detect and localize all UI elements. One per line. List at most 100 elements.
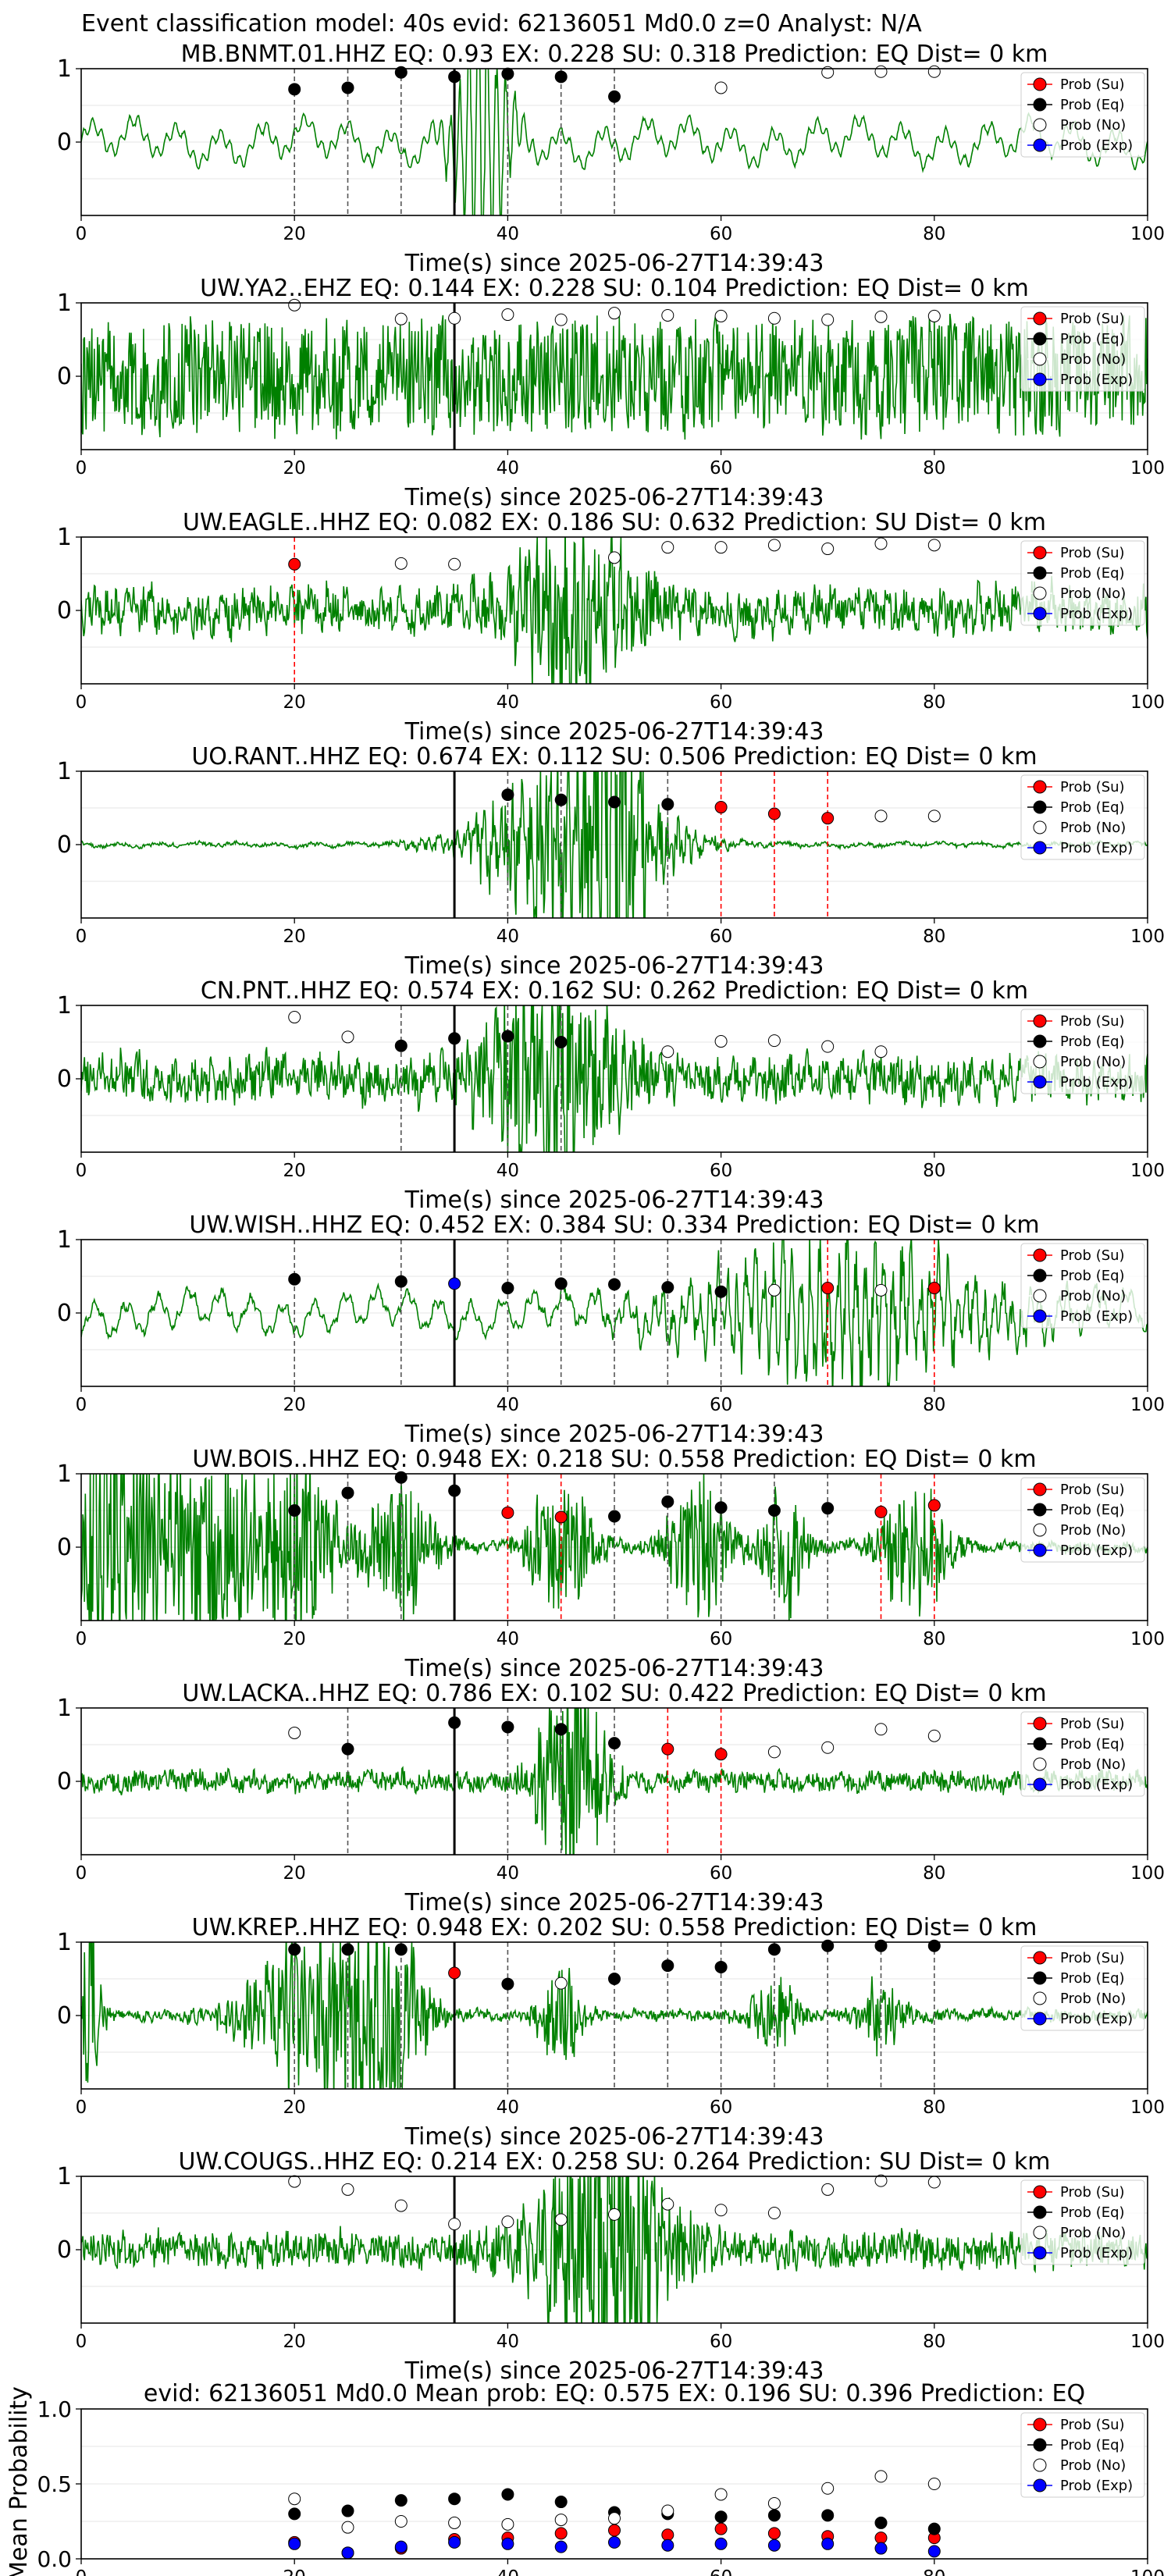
x-tick-label: 100 — [1130, 2567, 1165, 2576]
x-tick-label: 60 — [710, 692, 732, 713]
prob-marker-exp — [448, 1277, 461, 1290]
prob-marker-no — [767, 1283, 781, 1297]
prob-marker-no — [288, 1011, 301, 1024]
y-tick-label: 0 — [57, 1066, 72, 1093]
prob-marker-no — [448, 2218, 461, 2231]
x-tick-label: 80 — [923, 1629, 945, 1649]
x-tick-label: 100 — [1130, 2097, 1165, 2118]
x-tick-label: 20 — [283, 1629, 306, 1649]
prob-marker-no — [714, 541, 728, 554]
prob-marker-eq — [714, 1501, 728, 1514]
prob-marker-eq — [501, 1282, 514, 1295]
legend-box — [1020, 1477, 1145, 1563]
prob-marker-eq — [821, 1502, 835, 1515]
prob-marker-no — [448, 557, 461, 571]
waveform-panel: UW.COUGS..HHZ EQ: 0.214 EX: 0.258 SU: 0.… — [57, 2148, 1165, 2385]
y-tick-label: 0.0 — [37, 2546, 72, 2572]
legend-marker-no — [1033, 2226, 1047, 2240]
x-tick-label: 100 — [1130, 2332, 1165, 2352]
x-tick-label: 60 — [710, 1629, 732, 1649]
prob-marker-eq — [501, 1977, 514, 1991]
legend-marker-eq — [1033, 2438, 1047, 2452]
panel-title: UW.EAGLE..HHZ EQ: 0.082 EX: 0.186 SU: 0.… — [183, 509, 1046, 536]
legend-label-no: Prob (No) — [1060, 1288, 1126, 1304]
x-tick-label: 80 — [923, 2567, 945, 2576]
legend-label-eq: Prob (Eq) — [1060, 1034, 1125, 1050]
prob-marker-eq — [341, 81, 354, 94]
prob-marker-su — [821, 812, 835, 825]
x-tick-label: 60 — [710, 2332, 732, 2352]
x-tick-label: 60 — [710, 458, 732, 479]
legend-label-eq: Prob (Eq) — [1060, 799, 1125, 816]
x-tick-label: 100 — [1130, 927, 1165, 947]
mean-prob-marker-no — [448, 2516, 461, 2529]
legend-label-su: Prob (Su) — [1060, 1482, 1125, 1498]
x-tick-label: 60 — [710, 2097, 732, 2118]
x-axis-label: Time(s) since 2025-06-27T14:39:43 — [404, 250, 824, 277]
legend-label-su: Prob (Su) — [1060, 2417, 1125, 2433]
legend-label-exp: Prob (Exp) — [1060, 1074, 1133, 1091]
legend-label-exp: Prob (Exp) — [1060, 2245, 1133, 2261]
waveform-panel: UW.YA2..EHZ EQ: 0.144 EX: 0.228 SU: 0.10… — [57, 275, 1165, 511]
legend-label-eq: Prob (Eq) — [1060, 331, 1125, 347]
prob-marker-eq — [341, 1486, 354, 1500]
x-tick-label: 0 — [76, 1161, 87, 1181]
mean-prob-marker-exp — [501, 2537, 514, 2550]
x-tick-label: 60 — [710, 224, 732, 244]
x-tick-label: 80 — [923, 1863, 945, 1884]
panels-container: MB.BNMT.01.HHZ EQ: 0.93 EX: 0.228 SU: 0.… — [5, 41, 1165, 2576]
mean-prob-marker-exp — [927, 2545, 941, 2558]
mean-prob-marker-exp — [821, 2537, 835, 2550]
legend-marker-no — [1033, 1523, 1047, 1537]
legend-marker-exp — [1033, 138, 1047, 152]
prob-marker-no — [821, 1741, 835, 1754]
y-tick-label: 0 — [57, 2002, 72, 2030]
legend-marker-eq — [1033, 1737, 1047, 1751]
prob-marker-no — [288, 2175, 301, 2188]
prob-marker-no — [767, 2207, 781, 2219]
x-tick-label: 0 — [76, 1863, 87, 1884]
legend-label-eq: Prob (Eq) — [1060, 97, 1125, 113]
mean-prob-marker-exp — [554, 2540, 568, 2553]
x-tick-label: 0 — [76, 458, 87, 479]
panel-title: MB.BNMT.01.HHZ EQ: 0.93 EX: 0.228 SU: 0.… — [181, 41, 1048, 68]
legend-box — [1020, 540, 1145, 626]
mean-prob-marker-eq — [874, 2516, 888, 2529]
y-tick-label: 1 — [57, 290, 72, 317]
legend-label-no: Prob (No) — [1060, 2225, 1126, 2241]
mean-prob-marker-no — [821, 2482, 835, 2495]
prob-marker-no — [767, 311, 781, 325]
legend-label-no: Prob (No) — [1060, 1991, 1126, 2007]
waveform-panel: UW.WISH..HHZ EQ: 0.452 EX: 0.384 SU: 0.3… — [57, 1212, 1165, 1448]
y-tick-label: 1 — [57, 758, 72, 785]
x-tick-label: 20 — [283, 1863, 306, 1884]
mean-prob-marker-eq — [448, 2492, 461, 2506]
prob-marker-eq — [767, 1943, 781, 1956]
x-tick-label: 40 — [497, 2097, 519, 2118]
prob-marker-eq — [288, 1504, 301, 1517]
mean-prob-marker-su — [661, 2528, 674, 2542]
x-tick-label: 60 — [710, 2567, 732, 2576]
prob-marker-eq — [608, 1278, 621, 1291]
panel-title: UW.KREP..HHZ EQ: 0.948 EX: 0.202 SU: 0.5… — [192, 1914, 1038, 1941]
x-axis-label: Time(s) since 2025-06-27T14:39:43 — [404, 2123, 824, 2151]
prob-marker-eq — [448, 70, 461, 84]
mean-prob-marker-exp — [448, 2535, 461, 2549]
x-tick-label: 20 — [283, 2567, 306, 2576]
legend-label-su: Prob (Su) — [1060, 1247, 1125, 1264]
legend-marker-eq — [1033, 2205, 1047, 2219]
y-tick-label: 1 — [57, 1226, 72, 1254]
prob-marker-no — [448, 311, 461, 325]
legend-box — [1020, 2412, 1145, 2498]
prob-marker-eq — [501, 1030, 514, 1043]
legend-marker-su — [1033, 77, 1047, 91]
legend-label-exp: Prob (Exp) — [1060, 372, 1133, 388]
y-tick-label: 0 — [57, 1768, 72, 1795]
legend-label-eq: Prob (Eq) — [1060, 1502, 1125, 1518]
legend-marker-eq — [1033, 1268, 1047, 1283]
waveform-panel: CN.PNT..HHZ EQ: 0.574 EX: 0.162 SU: 0.26… — [57, 977, 1165, 1214]
legend-marker-exp — [1033, 841, 1047, 855]
x-tick-label: 100 — [1130, 1395, 1165, 1415]
y-tick-label: 0 — [57, 129, 72, 156]
x-tick-label: 20 — [283, 692, 306, 713]
